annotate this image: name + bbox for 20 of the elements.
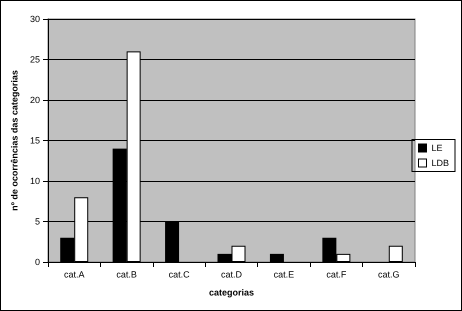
y-tick-label: 0: [34, 257, 40, 267]
legend-label: LE: [431, 143, 443, 153]
bar: [270, 254, 284, 262]
x-tick-label: cat.C: [168, 270, 190, 280]
x-tick-label: cat.G: [378, 270, 400, 280]
bar: [388, 246, 403, 262]
x-tick-label: cat.B: [116, 270, 137, 280]
y-tick-label: 15: [30, 136, 40, 146]
y-tick-label: 10: [30, 176, 40, 186]
y-tick-label: 5: [34, 216, 40, 226]
y-tick-label: 20: [30, 95, 40, 105]
x-tick-label: cat.D: [220, 270, 242, 280]
y-tick-label: 30: [30, 14, 40, 24]
legend-label: LDB: [431, 158, 450, 168]
y-tick-label: 25: [30, 54, 40, 64]
x-tick-label: cat.F: [326, 270, 347, 280]
x-axis-title: categorias: [208, 288, 254, 298]
y-axis-title: nº de ocorrências das categorias: [10, 70, 20, 211]
x-tick-label: cat.E: [274, 270, 294, 280]
x-tick-label: cat.A: [64, 270, 84, 280]
